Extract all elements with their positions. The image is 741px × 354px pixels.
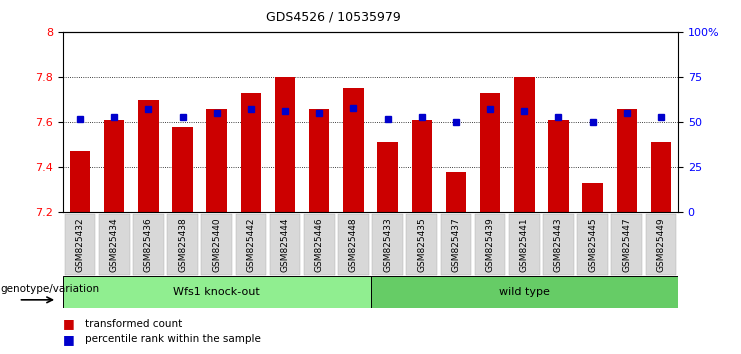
Text: GSM825447: GSM825447 — [622, 217, 631, 272]
Text: GSM825444: GSM825444 — [281, 217, 290, 272]
Text: GSM825438: GSM825438 — [178, 217, 187, 272]
Text: GSM825441: GSM825441 — [519, 217, 529, 272]
Text: GSM825445: GSM825445 — [588, 217, 597, 272]
Text: GSM825432: GSM825432 — [76, 217, 84, 272]
Bar — [241, 93, 261, 212]
Bar — [275, 77, 296, 212]
Text: GDS4526 / 10535979: GDS4526 / 10535979 — [266, 11, 401, 24]
Bar — [651, 142, 671, 212]
FancyBboxPatch shape — [441, 214, 471, 275]
Text: GSM825442: GSM825442 — [247, 217, 256, 272]
Text: percentile rank within the sample: percentile rank within the sample — [85, 334, 261, 344]
Text: transformed count: transformed count — [85, 319, 182, 329]
Text: GSM825440: GSM825440 — [212, 217, 222, 272]
Bar — [138, 99, 159, 212]
Text: GSM825446: GSM825446 — [315, 217, 324, 272]
Text: GSM825449: GSM825449 — [657, 217, 665, 272]
Bar — [309, 109, 330, 212]
Text: GSM825437: GSM825437 — [451, 217, 460, 272]
Text: Wfs1 knock-out: Wfs1 knock-out — [173, 287, 260, 297]
Bar — [63, 276, 370, 308]
Bar — [370, 276, 678, 308]
FancyBboxPatch shape — [202, 214, 232, 275]
FancyBboxPatch shape — [645, 214, 677, 275]
Text: GSM825436: GSM825436 — [144, 217, 153, 272]
Bar — [617, 109, 637, 212]
Text: GSM825435: GSM825435 — [417, 217, 426, 272]
Bar — [207, 109, 227, 212]
Bar — [582, 183, 603, 212]
Bar — [377, 142, 398, 212]
Text: GSM825439: GSM825439 — [485, 217, 494, 272]
FancyBboxPatch shape — [304, 214, 335, 275]
Bar — [514, 77, 534, 212]
FancyBboxPatch shape — [611, 214, 642, 275]
Bar — [173, 127, 193, 212]
FancyBboxPatch shape — [509, 214, 539, 275]
FancyBboxPatch shape — [338, 214, 369, 275]
FancyBboxPatch shape — [167, 214, 198, 275]
FancyBboxPatch shape — [543, 214, 574, 275]
Bar — [480, 93, 500, 212]
Text: GSM825448: GSM825448 — [349, 217, 358, 272]
FancyBboxPatch shape — [99, 214, 130, 275]
FancyBboxPatch shape — [406, 214, 437, 275]
FancyBboxPatch shape — [270, 214, 300, 275]
Text: wild type: wild type — [499, 287, 550, 297]
Text: ■: ■ — [63, 318, 75, 330]
Bar — [548, 120, 568, 212]
FancyBboxPatch shape — [577, 214, 608, 275]
Text: GSM825433: GSM825433 — [383, 217, 392, 272]
Text: genotype/variation: genotype/variation — [1, 284, 100, 293]
Bar — [445, 172, 466, 212]
Text: GSM825443: GSM825443 — [554, 217, 563, 272]
Bar — [343, 88, 364, 212]
FancyBboxPatch shape — [236, 214, 266, 275]
Bar — [70, 152, 90, 212]
FancyBboxPatch shape — [372, 214, 403, 275]
FancyBboxPatch shape — [475, 214, 505, 275]
FancyBboxPatch shape — [133, 214, 164, 275]
Text: ■: ■ — [63, 333, 75, 346]
FancyBboxPatch shape — [64, 214, 96, 275]
Text: GSM825434: GSM825434 — [110, 217, 119, 272]
Bar — [104, 120, 124, 212]
Bar — [411, 120, 432, 212]
